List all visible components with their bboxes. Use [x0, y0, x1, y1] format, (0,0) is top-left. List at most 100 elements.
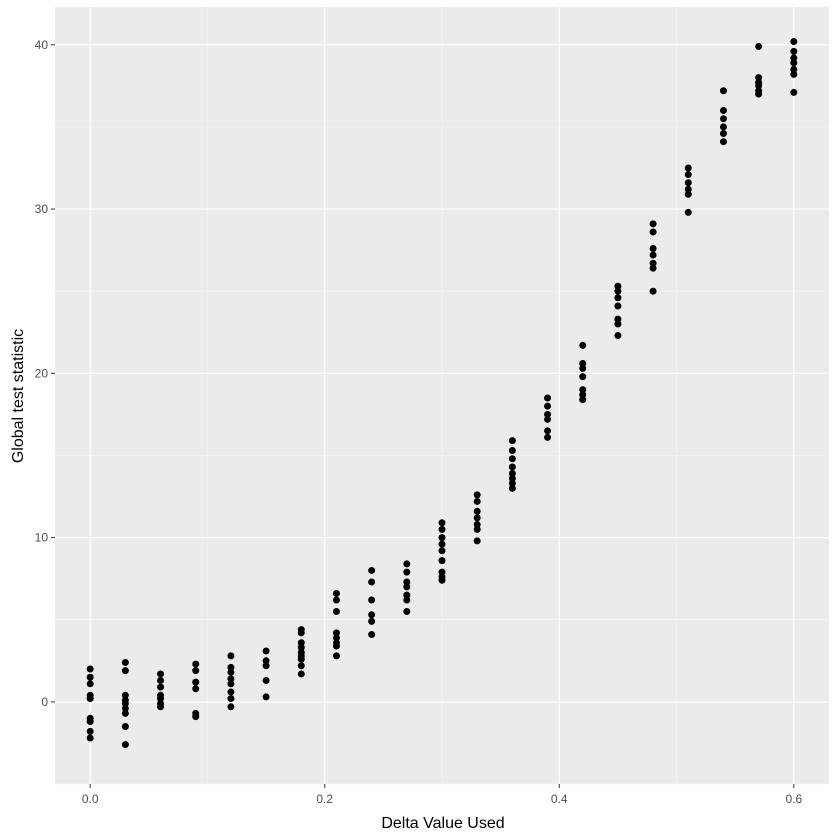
data-point: [227, 695, 235, 703]
data-point: [332, 629, 340, 637]
data-point: [262, 647, 270, 655]
data-point: [121, 723, 129, 731]
data-point: [790, 65, 798, 73]
data-point: [332, 642, 340, 650]
data-point: [227, 675, 235, 683]
data-point: [227, 703, 235, 711]
x-tick-label: 0.4: [551, 792, 568, 806]
data-point: [719, 87, 727, 95]
data-point: [403, 608, 411, 616]
data-point: [473, 514, 481, 522]
data-point: [544, 415, 552, 423]
data-point: [719, 138, 727, 146]
data-point: [121, 741, 129, 749]
data-point: [157, 695, 165, 703]
data-point: [438, 568, 446, 576]
data-point: [332, 596, 340, 604]
data-point: [192, 660, 200, 668]
data-point: [227, 688, 235, 696]
data-point: [157, 677, 165, 685]
data-point: [86, 665, 94, 673]
data-point: [368, 617, 376, 625]
y-axis-title: Global test statistic: [10, 329, 27, 463]
data-point: [579, 391, 587, 399]
data-point: [473, 537, 481, 545]
data-point: [121, 658, 129, 666]
data-point: [403, 578, 411, 586]
data-point: [121, 691, 129, 699]
data-point: [755, 42, 763, 50]
data-point: [368, 631, 376, 639]
data-point: [332, 652, 340, 660]
data-point: [473, 525, 481, 533]
data-point: [297, 639, 305, 647]
data-point: [579, 359, 587, 367]
data-point: [368, 578, 376, 586]
data-point: [262, 657, 270, 665]
data-point: [579, 386, 587, 394]
data-point: [544, 433, 552, 441]
data-point: [614, 302, 622, 310]
data-point: [332, 634, 340, 642]
data-point: [614, 282, 622, 290]
data-point: [192, 678, 200, 686]
data-point: [649, 251, 657, 259]
data-point: [579, 396, 587, 404]
y-axis: 0 10 20 30 40: [35, 38, 55, 709]
data-point: [438, 576, 446, 584]
data-point: [262, 677, 270, 685]
data-point: [86, 718, 94, 726]
data-point: [262, 662, 270, 670]
data-point: [614, 320, 622, 328]
data-point: [121, 700, 129, 708]
data-point: [755, 82, 763, 90]
data-point: [438, 534, 446, 542]
data-point: [438, 547, 446, 555]
data-point: [579, 373, 587, 381]
data-point: [508, 484, 516, 492]
data-point: [368, 596, 376, 604]
y-tick-label: 30: [35, 202, 49, 216]
data-point: [544, 410, 552, 418]
y-tick-label: 0: [41, 695, 48, 709]
data-point: [508, 470, 516, 478]
data-point: [438, 519, 446, 527]
data-point: [262, 693, 270, 701]
x-tick-label: 0.6: [785, 792, 802, 806]
data-point: [227, 680, 235, 688]
data-point: [579, 341, 587, 349]
data-point: [403, 596, 411, 604]
data-point: [719, 115, 727, 123]
data-point: [649, 264, 657, 272]
data-point: [192, 685, 200, 693]
data-point: [544, 427, 552, 435]
data-point: [684, 179, 692, 187]
data-point: [86, 695, 94, 703]
data-point: [86, 673, 94, 681]
data-point: [649, 259, 657, 267]
data-point: [473, 520, 481, 528]
data-point: [719, 129, 727, 137]
data-point: [544, 402, 552, 410]
data-point: [649, 244, 657, 252]
data-point: [157, 703, 165, 711]
data-point: [579, 364, 587, 372]
data-point: [297, 655, 305, 663]
data-point: [790, 47, 798, 55]
y-tick-label: 10: [35, 531, 49, 545]
data-point: [121, 704, 129, 712]
data-points: [86, 37, 798, 749]
data-point: [684, 171, 692, 179]
data-point: [790, 54, 798, 62]
data-point: [438, 557, 446, 565]
data-point: [790, 88, 798, 96]
data-point: [508, 455, 516, 463]
data-point: [403, 568, 411, 576]
data-point: [790, 37, 798, 45]
data-point: [227, 668, 235, 676]
data-point: [649, 228, 657, 236]
y-tick-label: 40: [35, 38, 49, 52]
data-point: [403, 583, 411, 591]
data-point: [719, 106, 727, 114]
